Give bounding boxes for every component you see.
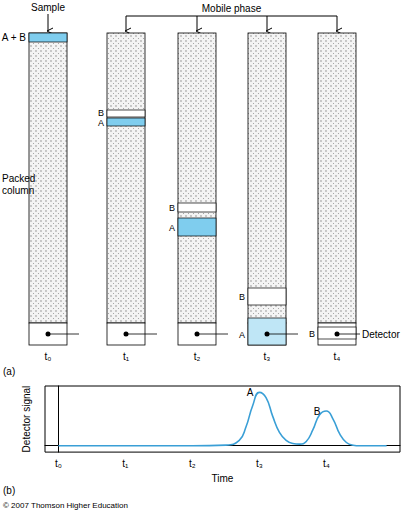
svg-text:Detector signal: Detector signal <box>21 386 32 453</box>
svg-text:t₂: t₂ <box>189 458 196 469</box>
svg-text:column: column <box>2 185 34 196</box>
svg-text:A: A <box>169 223 175 233</box>
svg-text:t₀: t₀ <box>45 351 52 362</box>
svg-text:Mobile phase: Mobile phase <box>202 3 262 14</box>
svg-text:Packed: Packed <box>2 173 35 184</box>
svg-text:A + B: A + B <box>2 32 27 43</box>
svg-text:B: B <box>239 292 245 302</box>
svg-text:A: A <box>247 387 254 398</box>
svg-text:Time: Time <box>212 473 234 484</box>
svg-text:Sample: Sample <box>31 2 65 13</box>
svg-text:© 2007 Thomson Higher Educatio: © 2007 Thomson Higher Education <box>3 501 128 510</box>
svg-text:t₂: t₂ <box>194 351 201 362</box>
svg-text:B: B <box>314 406 321 417</box>
svg-text:t₀: t₀ <box>55 458 62 469</box>
svg-text:t₄: t₄ <box>334 351 341 362</box>
svg-text:t₄: t₄ <box>323 458 330 469</box>
svg-text:t₃: t₃ <box>256 458 263 469</box>
svg-text:(b): (b) <box>3 485 15 496</box>
svg-text:t₁: t₁ <box>122 458 129 469</box>
svg-text:(a): (a) <box>3 366 15 377</box>
svg-text:B: B <box>98 108 104 118</box>
svg-text:Detector: Detector <box>362 329 400 340</box>
svg-text:t₃: t₃ <box>264 351 271 362</box>
svg-text:B: B <box>309 329 315 339</box>
svg-text:A: A <box>239 330 245 340</box>
svg-text:B: B <box>169 203 175 213</box>
svg-text:A: A <box>98 118 104 128</box>
svg-text:t₁: t₁ <box>123 351 130 362</box>
